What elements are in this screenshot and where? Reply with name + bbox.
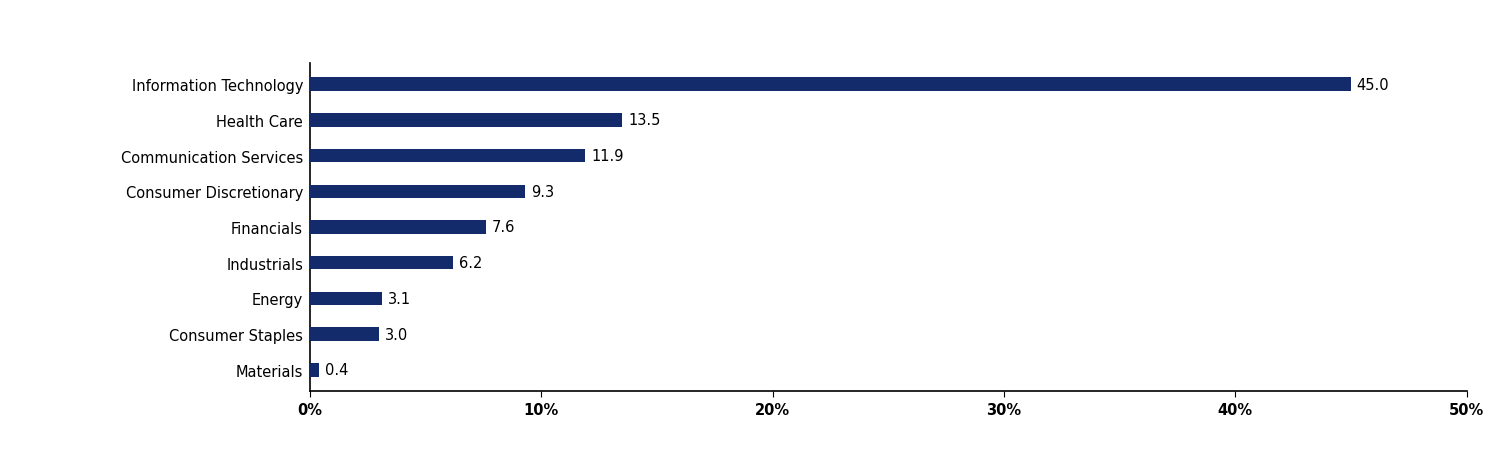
Text: 45.0: 45.0 bbox=[1356, 78, 1390, 92]
Text: 0.4: 0.4 bbox=[325, 363, 348, 377]
Text: 7.6: 7.6 bbox=[491, 220, 516, 235]
Text: 13.5: 13.5 bbox=[627, 113, 661, 128]
Text: 9.3: 9.3 bbox=[531, 184, 553, 199]
Bar bbox=[310, 292, 381, 305]
Bar bbox=[310, 114, 623, 127]
Text: 11.9: 11.9 bbox=[591, 149, 623, 164]
Text: 3.1: 3.1 bbox=[387, 291, 411, 306]
Bar bbox=[310, 328, 380, 341]
Bar bbox=[310, 363, 319, 377]
Bar bbox=[310, 78, 1352, 92]
Text: 6.2: 6.2 bbox=[460, 256, 482, 271]
Bar bbox=[310, 221, 485, 234]
Bar bbox=[310, 256, 454, 270]
Bar bbox=[310, 150, 585, 163]
Text: 3.0: 3.0 bbox=[386, 327, 408, 342]
Bar bbox=[310, 185, 525, 199]
